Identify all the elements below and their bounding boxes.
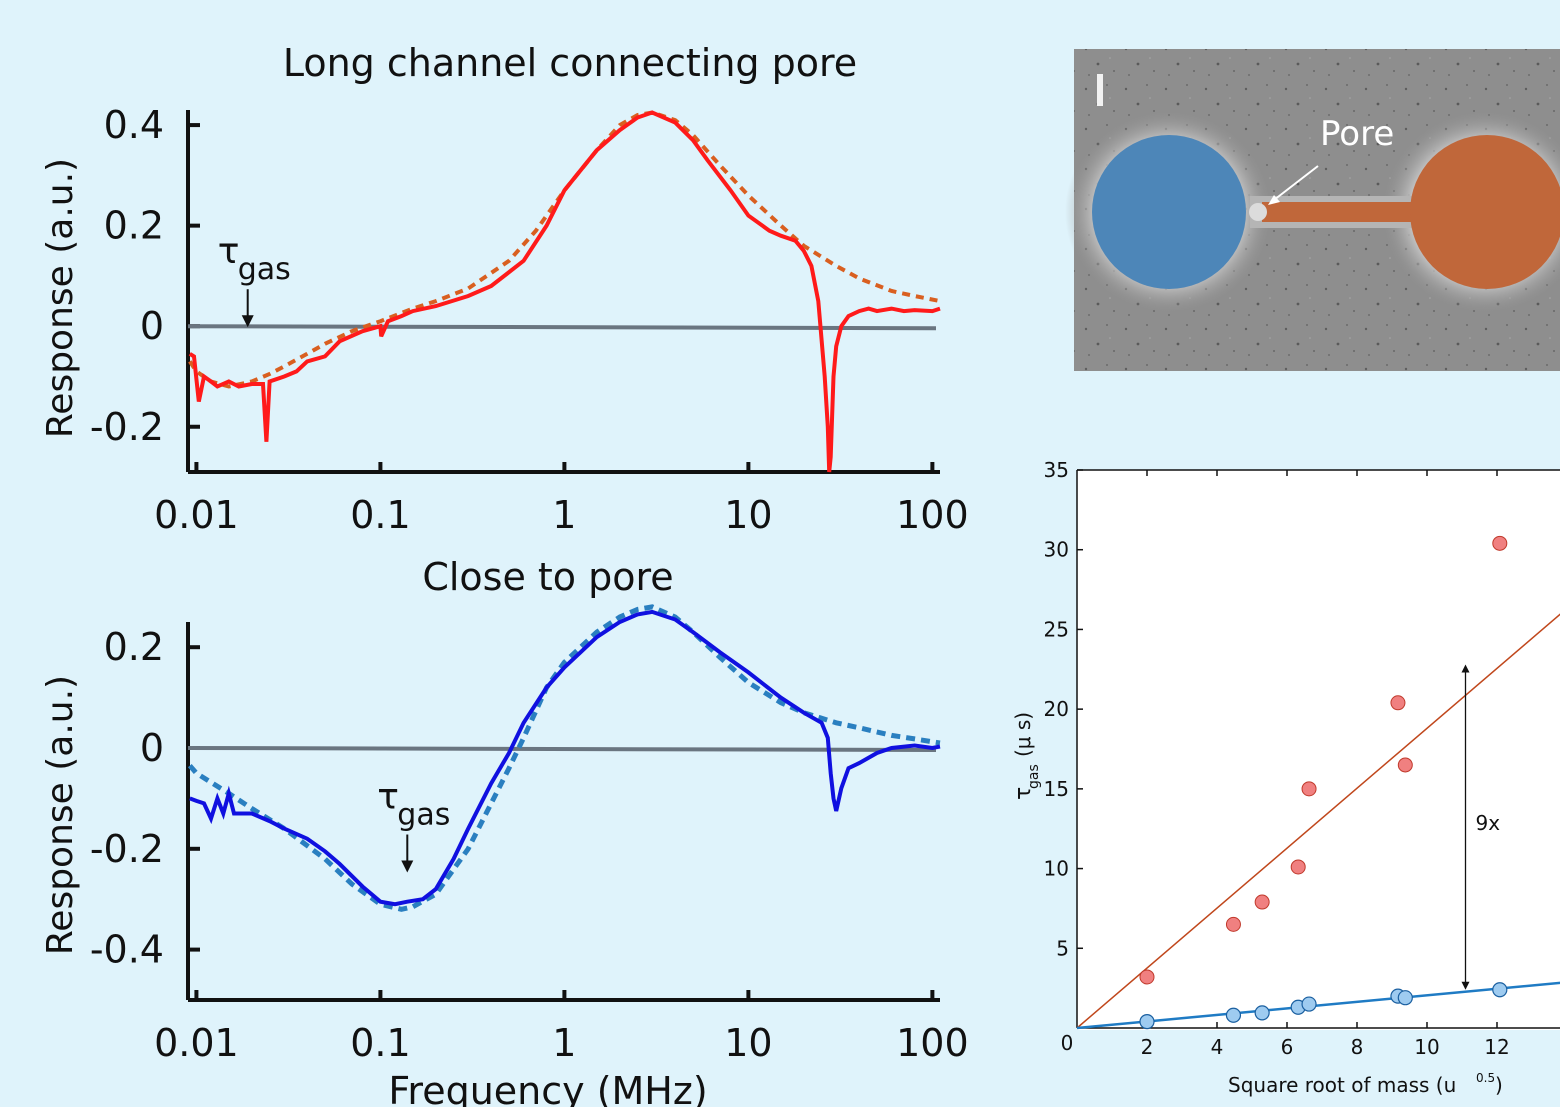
scatter-point-red bbox=[1225, 916, 1241, 932]
scatter-y-tick-label: 15 bbox=[1044, 777, 1069, 801]
scatter-x-tick-label: 6 bbox=[1281, 1035, 1294, 1059]
scatter-fit-line-red bbox=[1076, 613, 1560, 1029]
scatter-y-tick-label: 35 bbox=[1044, 458, 1069, 482]
scatter-point-red bbox=[1290, 859, 1306, 875]
scatter-x-tick-label: 10 bbox=[1414, 1035, 1439, 1059]
pore-pointer-line bbox=[1273, 165, 1319, 201]
scatter-point-red bbox=[1397, 757, 1413, 773]
bottom-chart-measured-curve bbox=[189, 609, 941, 907]
bottom-tau-arrowhead bbox=[401, 860, 414, 873]
scatter-y-tick-label: 30 bbox=[1044, 538, 1069, 562]
pore-dot bbox=[1249, 203, 1267, 221]
top-chart-measured-curve bbox=[188, 110, 941, 473]
bottom-x-tick-label: 10 bbox=[724, 1021, 772, 1065]
scatter-point-blue bbox=[1397, 990, 1413, 1006]
scatter-annotation-9x: 9x bbox=[1461, 664, 1501, 990]
top-y-tick-label: -0.2 bbox=[90, 405, 164, 449]
top-chart-title: Long channel connecting pore bbox=[283, 41, 857, 85]
scatter-y-tick-label: 5 bbox=[1056, 936, 1069, 960]
top-tau-arrowhead bbox=[241, 315, 254, 328]
top-chart: Long channel connecting pore Response (a… bbox=[40, 41, 969, 537]
scatter-point-blue bbox=[1301, 996, 1317, 1012]
scatter-point-red bbox=[1301, 781, 1317, 797]
scatter-x-tick-label: 8 bbox=[1351, 1035, 1364, 1059]
bottom-x-tick-label: 0.01 bbox=[154, 1021, 239, 1065]
top-y-tick-label: 0.4 bbox=[104, 103, 164, 147]
scatter-y-tick-label: 25 bbox=[1044, 617, 1069, 641]
ratio-arrowhead-bottom bbox=[1461, 981, 1470, 990]
right-well-orange bbox=[1410, 135, 1560, 289]
top-tau-symbol: τ bbox=[218, 231, 240, 272]
top-chart-ylabel: Response (a.u.) bbox=[40, 158, 81, 438]
scatter-points-blue bbox=[1139, 982, 1508, 1030]
scatter-y-tick-label: 20 bbox=[1044, 697, 1069, 721]
bottom-chart-xlabel: Frequency (MHz) bbox=[388, 1069, 707, 1107]
bottom-chart-ylabel: Response (a.u.) bbox=[40, 675, 81, 955]
top-chart-fit-curve bbox=[188, 110, 941, 389]
bottom-x-tick-label: 100 bbox=[896, 1021, 969, 1065]
left-well-blue bbox=[1092, 135, 1246, 289]
sem-image: Pore bbox=[1065, 49, 1560, 371]
bottom-chart-title: Close to pore bbox=[422, 555, 673, 599]
scatter-plot-area bbox=[1077, 470, 1560, 1030]
scatter-point-blue bbox=[1225, 1007, 1242, 1023]
scatter-xlabel: Square root of mass (u 0.5 ) bbox=[1228, 1071, 1503, 1097]
top-chart-axes: 0.01 0.1 1 10 100 0.4 0.2 0 -0.2 bbox=[90, 103, 969, 537]
top-x-tick-label: 0.01 bbox=[154, 493, 239, 537]
bottom-y-tick-label: -0.4 bbox=[90, 928, 164, 972]
bottom-tau-subscript: gas bbox=[397, 798, 450, 833]
scatter-y-tick-label: 10 bbox=[1044, 857, 1069, 881]
pore-pointer-head bbox=[1268, 195, 1280, 205]
ratio-label: 9x bbox=[1476, 811, 1501, 835]
scatter-xlabel-main: Square root of mass (u bbox=[1228, 1073, 1456, 1097]
top-chart-annotation: τ gas bbox=[218, 231, 291, 328]
top-y-tick-label: 0.2 bbox=[104, 204, 164, 248]
scatter-chart: 2 4 6 8 10 12 5 10 15 20 25 30 35 9x 0 Square root o… bbox=[1011, 458, 1560, 1097]
top-tau-subscript: gas bbox=[238, 252, 291, 287]
scatter-xlabel-sup: 0.5 bbox=[1476, 1071, 1495, 1085]
scatter-ylabel-sub: gas bbox=[1026, 764, 1042, 789]
scatter-ylabel-tau: τ bbox=[1011, 787, 1036, 800]
scatter-point-blue bbox=[1254, 1005, 1270, 1021]
scatter-ylabel: τ gas (μ s) bbox=[1011, 712, 1042, 800]
bottom-chart-baseline bbox=[187, 746, 937, 752]
scatter-chart-axes: 2 4 6 8 10 12 5 10 15 20 25 30 35 bbox=[1044, 458, 1560, 1059]
scatter-x-tick-label: 12 bbox=[1484, 1035, 1509, 1059]
scatter-point-red bbox=[1139, 969, 1155, 985]
scatter-fit-line-blue bbox=[1076, 981, 1560, 1030]
scatter-ylabel-unit: (μ s) bbox=[1011, 712, 1035, 757]
bottom-chart-annotation: τ gas bbox=[377, 777, 450, 873]
bottom-tau-symbol: τ bbox=[377, 777, 399, 818]
scatter-point-blue bbox=[1139, 1014, 1155, 1030]
pore-label: Pore bbox=[1320, 114, 1394, 154]
bottom-y-tick-label: 0.2 bbox=[104, 625, 164, 669]
bottom-y-tick-label: -0.2 bbox=[90, 827, 164, 871]
scale-bar bbox=[1097, 74, 1103, 106]
scatter-x-tick-label: 4 bbox=[1211, 1035, 1224, 1059]
scatter-point-red bbox=[1390, 695, 1406, 711]
scatter-points-red bbox=[1139, 535, 1508, 985]
bottom-chart-axes: 0.01 0.1 1 10 100 0.2 0 -0.2 -0.4 bbox=[90, 622, 969, 1065]
top-y-tick-label: 0 bbox=[140, 304, 164, 348]
bottom-x-tick-label: 1 bbox=[552, 1021, 576, 1065]
top-x-tick-label: 10 bbox=[724, 493, 772, 537]
scatter-point-blue bbox=[1492, 982, 1508, 998]
bottom-chart: Close to pore Response (a.u.) Frequency … bbox=[40, 555, 969, 1107]
ratio-arrowhead-top bbox=[1461, 664, 1470, 673]
bottom-y-tick-label: 0 bbox=[140, 726, 164, 770]
scatter-origin-label: 0 bbox=[1061, 1031, 1074, 1055]
scatter-xlabel-end: ) bbox=[1495, 1073, 1503, 1097]
bottom-x-tick-label: 0.1 bbox=[350, 1021, 410, 1065]
top-x-tick-label: 1 bbox=[552, 493, 576, 537]
scatter-point-red bbox=[1492, 535, 1508, 551]
scatter-x-tick-label: 2 bbox=[1141, 1035, 1154, 1059]
top-x-tick-label: 0.1 bbox=[350, 493, 410, 537]
connecting-channel bbox=[1262, 202, 1422, 222]
scatter-point-red bbox=[1254, 894, 1270, 910]
top-chart-baseline bbox=[187, 324, 937, 331]
top-x-tick-label: 100 bbox=[896, 493, 969, 537]
